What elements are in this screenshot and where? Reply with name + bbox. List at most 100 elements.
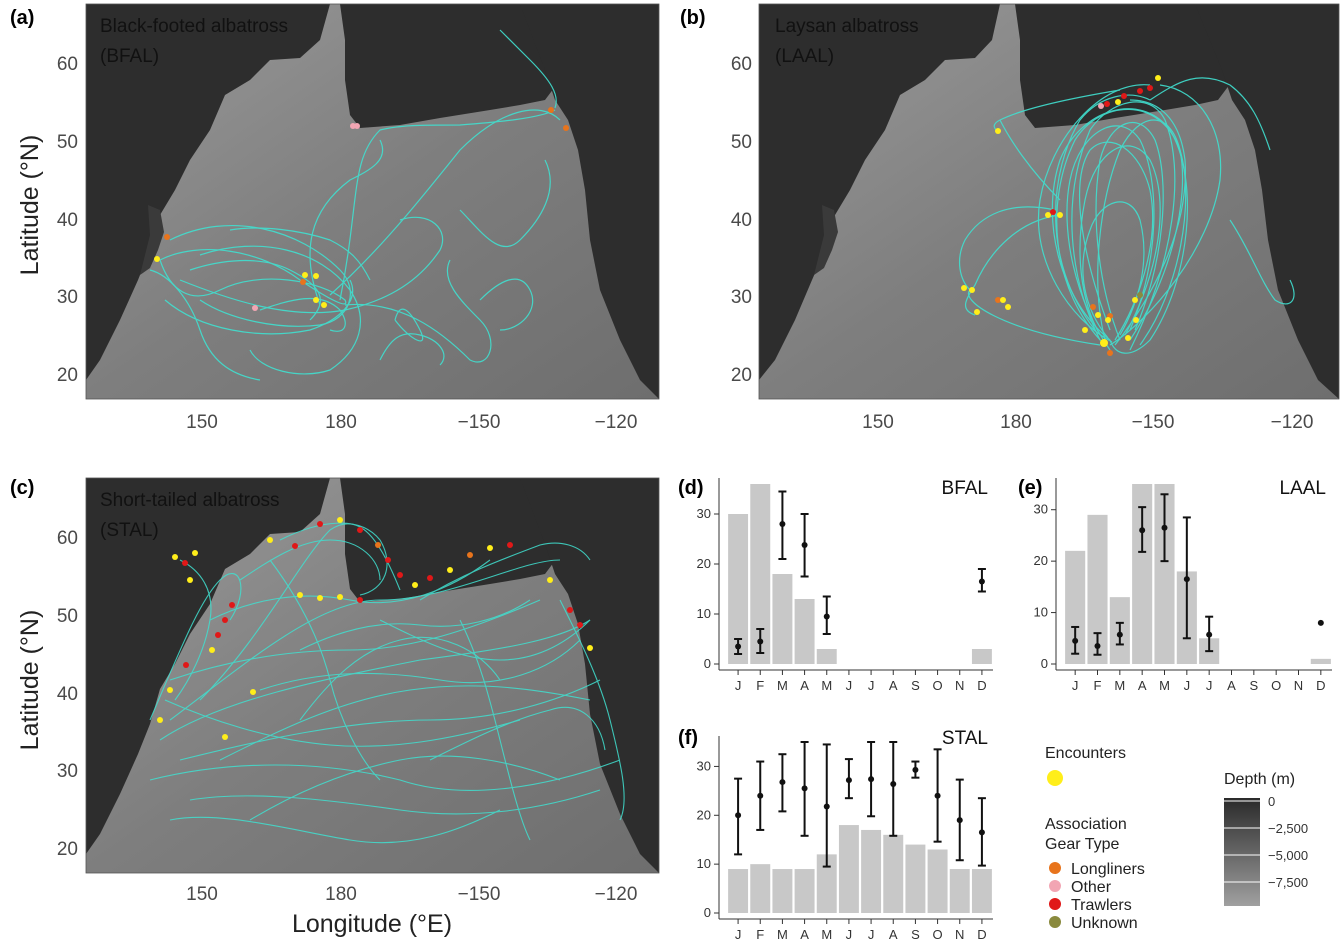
- map-a-xticks: 150 180 −150 −120: [186, 412, 637, 433]
- mean-point: [735, 643, 742, 650]
- y-tick-label: 10: [697, 606, 711, 621]
- x-tick-label: A: [800, 678, 809, 693]
- panel-label-e: (e): [1018, 477, 1042, 499]
- map-title-a-line1: Black-footed albatross: [100, 16, 288, 37]
- y-tick-label: 30: [697, 758, 711, 773]
- mean-point: [978, 829, 985, 836]
- x-tick-label: J: [868, 927, 875, 942]
- xtick-label: −120: [595, 412, 638, 433]
- mean-point: [956, 817, 963, 824]
- x-tick-label: D: [977, 678, 986, 693]
- map-title-b-line2: (LAAL): [775, 46, 834, 67]
- mean-point: [1317, 619, 1324, 626]
- mean-point: [1072, 637, 1079, 644]
- x-tick-label: S: [911, 678, 920, 693]
- legend: Encounters Association Gear Type Longlin…: [1045, 745, 1308, 932]
- ytick-label: 50: [731, 132, 752, 153]
- x-tick-label: F: [756, 927, 764, 942]
- mean-point: [1094, 643, 1101, 649]
- depth-legend-title: Depth (m): [1224, 771, 1295, 788]
- land-japan: [814, 205, 838, 275]
- bar: [816, 854, 837, 913]
- mean-point: [912, 766, 919, 773]
- map-b-xticks: 150 180 −150 −120: [862, 412, 1313, 433]
- depth-tick: −5,000: [1268, 848, 1308, 863]
- tracks-stal: [149, 522, 625, 844]
- x-tick-label: J: [1184, 678, 1191, 693]
- x-tick-label: F: [1094, 678, 1102, 693]
- bar: [838, 825, 859, 913]
- y-tick-label: 30: [697, 506, 711, 521]
- bar: [772, 869, 793, 913]
- depth-colorbar: [1224, 798, 1260, 906]
- x-tick-label: O: [1271, 678, 1281, 693]
- xtick-label: 150: [186, 412, 218, 433]
- bar: [728, 514, 749, 664]
- depth-tick: −7,500: [1268, 875, 1308, 890]
- x-tick-label: M: [1114, 678, 1125, 693]
- legend-association-title-1: Association: [1045, 816, 1127, 833]
- x-tick-label: A: [800, 927, 809, 942]
- legend-unknown-swatch: [1049, 916, 1061, 928]
- ytick-label: 30: [57, 287, 78, 308]
- panel-label-c: (c): [10, 477, 34, 499]
- encounters-bfal: [154, 107, 569, 311]
- tracks-bfal: [149, 29, 561, 381]
- panel-label-f: (f): [678, 727, 698, 749]
- map-panel-c: (c): [10, 477, 660, 938]
- xtick-label: −150: [458, 412, 501, 433]
- mean-point: [1183, 576, 1190, 583]
- land-asia: [759, 4, 1000, 380]
- land-asia: [86, 478, 330, 854]
- bar: [927, 849, 948, 913]
- ytick-label: 20: [57, 839, 78, 860]
- mean-point: [890, 781, 897, 788]
- legend-trawlers-label: Trawlers: [1071, 897, 1132, 914]
- ytick-label: 60: [731, 54, 752, 75]
- x-tick-label: F: [756, 678, 764, 693]
- mean-point: [801, 542, 808, 548]
- panel-label-a: (a): [10, 7, 34, 29]
- bar: [1132, 484, 1153, 664]
- map-title-c-line2: (STAL): [100, 520, 159, 541]
- x-tick-label: A: [889, 678, 898, 693]
- map-c-yticks: 60 50 40 30 20: [57, 528, 78, 860]
- bar: [794, 869, 815, 913]
- x-tick-label: N: [955, 927, 964, 942]
- x-tick-label: D: [1316, 678, 1325, 693]
- ytick-label: 40: [731, 210, 752, 231]
- x-tick-label: M: [821, 678, 832, 693]
- encounters-laal: [961, 75, 1161, 356]
- xtick-label: 150: [186, 884, 218, 905]
- bar: [905, 844, 926, 913]
- x-tick-label: J: [735, 678, 742, 693]
- encounters-stal: [157, 517, 593, 740]
- legend-other-label: Other: [1071, 879, 1112, 896]
- map-title-b-line1: Laysan albatross: [775, 16, 919, 37]
- bar: [971, 869, 992, 913]
- y-tick-label: 20: [1034, 553, 1048, 568]
- xtick-label: 180: [325, 412, 357, 433]
- ytick-label: 30: [731, 287, 752, 308]
- land-asia: [86, 4, 330, 380]
- land-japan: [140, 205, 164, 275]
- bar: [750, 484, 771, 664]
- legend-other-swatch: [1049, 880, 1061, 892]
- panel-label-b: (b): [680, 7, 706, 29]
- ytick-label: 30: [57, 761, 78, 782]
- x-tick-label: M: [821, 927, 832, 942]
- mean-point: [934, 792, 941, 799]
- x-tick-label: S: [1249, 678, 1258, 693]
- map-c-xticks: 150 180 −150 −120: [186, 884, 637, 905]
- bar: [772, 574, 793, 664]
- species-label: STAL: [942, 728, 988, 749]
- map-title-c-line1: Short-tailed albatross: [100, 490, 280, 511]
- ytick-label: 20: [57, 365, 78, 386]
- legend-longliners-swatch: [1049, 862, 1061, 874]
- x-tick-label: M: [1159, 678, 1170, 693]
- mean-point: [823, 803, 830, 810]
- ytick-label: 40: [57, 210, 78, 231]
